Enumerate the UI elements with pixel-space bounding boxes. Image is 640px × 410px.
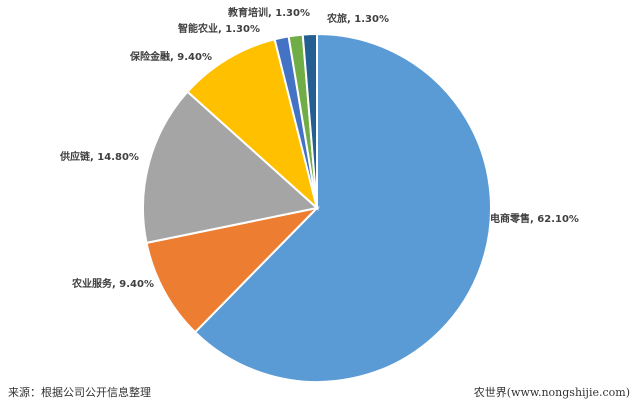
data-label: 智能农业, 1.30%	[178, 22, 260, 35]
data-label: 保险金融, 9.40%	[129, 50, 212, 63]
pie-slice	[142, 90, 320, 245]
pie-slice	[301, 32, 318, 209]
data-label: 电商零售, 62.10%	[490, 212, 579, 225]
pie-slice	[145, 206, 321, 334]
pie-slice	[193, 32, 492, 383]
source-note: 来源：根据公司公开信息整理	[8, 386, 151, 399]
data-label: 供应链, 14.80%	[59, 150, 139, 163]
data-label: 农旅, 1.30%	[326, 12, 389, 25]
watermark-credit: 农世界(www.nongshijie.com)	[473, 386, 630, 399]
data-label: 农业服务, 9.40%	[71, 277, 154, 290]
data-label: 教育培训, 1.30%	[227, 6, 310, 19]
